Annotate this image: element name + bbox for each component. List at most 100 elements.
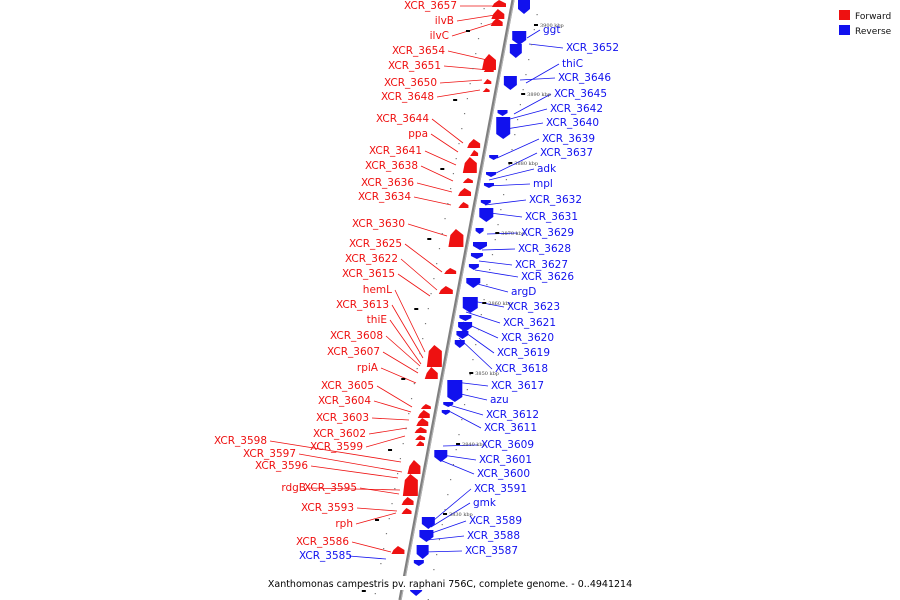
forward-gene-leader <box>385 335 421 367</box>
kbp-tick-mark <box>456 443 461 445</box>
kbp-tick-mark <box>482 302 487 304</box>
backbone-dot <box>466 389 468 391</box>
reverse-gene-label: XCR_3645 <box>554 88 607 100</box>
backbone-dot <box>528 59 530 61</box>
backbone-dot <box>427 308 429 310</box>
forward-gene-arrow <box>416 418 429 426</box>
backbone-dot <box>405 428 407 430</box>
backbone-dot <box>433 569 435 571</box>
reverse-gene-label: XCR_3601 <box>479 454 532 466</box>
backbone-dot <box>475 344 477 346</box>
forward-gene-leader <box>451 21 498 37</box>
backbone-dot <box>458 143 460 145</box>
backbone-dot <box>516 119 519 121</box>
reverse-gene-leader <box>448 404 484 416</box>
forward-gene-label: XCR_3596 <box>255 460 308 472</box>
forward-gene-arrow <box>402 474 418 496</box>
forward-gene-leader <box>389 319 422 365</box>
reverse-gene-arrow <box>441 410 450 415</box>
forward-gene-arrow <box>462 157 477 173</box>
backbone-dot <box>491 254 494 256</box>
forward-gene-leader <box>431 118 464 144</box>
reverse-gene-leader <box>465 311 501 324</box>
forward-gene-label: ppa <box>408 128 428 140</box>
reverse-gene-label: XCR_3639 <box>542 133 595 145</box>
kbp-tick-label: 3850 kbp <box>475 371 499 377</box>
forward-gene-arrow <box>401 497 414 505</box>
backbone-dot <box>500 209 502 211</box>
forward-gene-label: XCR_3607 <box>327 346 380 358</box>
reverse-gene-label: XCR_3618 <box>495 363 548 375</box>
backbone-dot <box>519 104 521 106</box>
forward-gene-arrow <box>426 345 442 367</box>
forward-gene-label: XCR_3651 <box>388 60 441 72</box>
backbone-dot <box>408 413 410 415</box>
backbone-dot <box>430 293 432 295</box>
backbone-dot <box>441 524 443 526</box>
kbp-tick-label: 3900 kbp <box>540 23 564 29</box>
kbp-tick-mark <box>443 513 448 515</box>
forward-gene-leader <box>365 435 406 448</box>
reverse-gene-leader <box>430 502 471 528</box>
forward-gene-leader <box>380 367 417 384</box>
forward-gene-leader <box>373 400 412 413</box>
forward-gene-leader <box>355 512 397 525</box>
reverse-gene-leader <box>439 459 475 475</box>
backbone-dot <box>438 539 441 541</box>
reverse-gene-label: XCR_3612 <box>486 409 539 421</box>
reverse-gene-arrow <box>489 155 499 160</box>
forward-gene-label: XCR_3595 <box>304 482 357 494</box>
forward-gene-arrow <box>444 268 457 274</box>
reverse-gene-label: XCR_3642 <box>550 103 603 115</box>
forward-gene-label: XCR_3598 <box>214 435 267 447</box>
backbone-dot <box>433 278 435 280</box>
reverse-gene-leader <box>484 199 527 206</box>
backbone-dot <box>397 473 399 475</box>
forward-gene-label: XCR_3641 <box>369 145 422 157</box>
kbp-tick-mark <box>521 93 526 95</box>
backbone-dot <box>424 323 427 325</box>
forward-gene-label: XCR_3597 <box>243 448 296 460</box>
backbone-dot <box>388 518 390 520</box>
kbp-tick-mark <box>375 519 380 521</box>
backbone-dot <box>525 74 527 76</box>
kbp-tick-mark <box>440 168 445 170</box>
forward-gene-leader <box>391 304 424 359</box>
reverse-gene-label: XCR_3632 <box>529 194 582 206</box>
forward-gene-label: rph <box>335 518 353 530</box>
reverse-gene-arrow <box>483 183 494 188</box>
forward-gene-leader <box>269 440 402 463</box>
reverse-gene-arrow <box>443 402 454 407</box>
reverse-gene-label: XCR_3628 <box>518 243 571 255</box>
forward-gene-label: XCR_3608 <box>330 330 383 342</box>
forward-gene-leader <box>298 453 403 473</box>
reverse-gene-arrow <box>518 0 530 14</box>
reverse-gene-arrow <box>486 172 497 177</box>
reverse-gene-label: XCR_3585 <box>299 550 352 562</box>
forward-gene-arrow <box>438 286 453 294</box>
forward-gene-arrow <box>483 79 492 84</box>
reverse-gene-label: XCR_3652 <box>566 42 619 54</box>
forward-gene-label: XCR_3638 <box>365 160 418 172</box>
forward-gene-leader <box>356 507 398 512</box>
kbp-tick-label: 3860 kbp <box>488 301 512 307</box>
forward-gene-leader <box>420 165 454 182</box>
forward-gene-arrow <box>420 404 431 409</box>
reverse-gene-leader <box>505 122 544 130</box>
reverse-gene-leader <box>486 183 531 187</box>
forward-gene-label: ilvC <box>430 30 449 42</box>
reverse-gene-leader <box>474 269 519 278</box>
forward-gene-leader <box>394 289 426 353</box>
backbone-dot <box>441 233 443 235</box>
reverse-gene-arrow <box>413 560 424 566</box>
backbone-dot <box>374 593 376 595</box>
forward-gene-leader <box>308 487 401 491</box>
forward-gene-leader <box>439 79 483 84</box>
reverse-gene-label: XCR_3637 <box>540 147 593 159</box>
reverse-gene-leader <box>491 152 538 176</box>
backbone-dot <box>497 224 499 226</box>
gene-features <box>391 0 530 596</box>
forward-gene-arrow <box>424 367 438 379</box>
backbone-dot <box>394 488 396 490</box>
reverse-gene-leader <box>509 108 548 120</box>
